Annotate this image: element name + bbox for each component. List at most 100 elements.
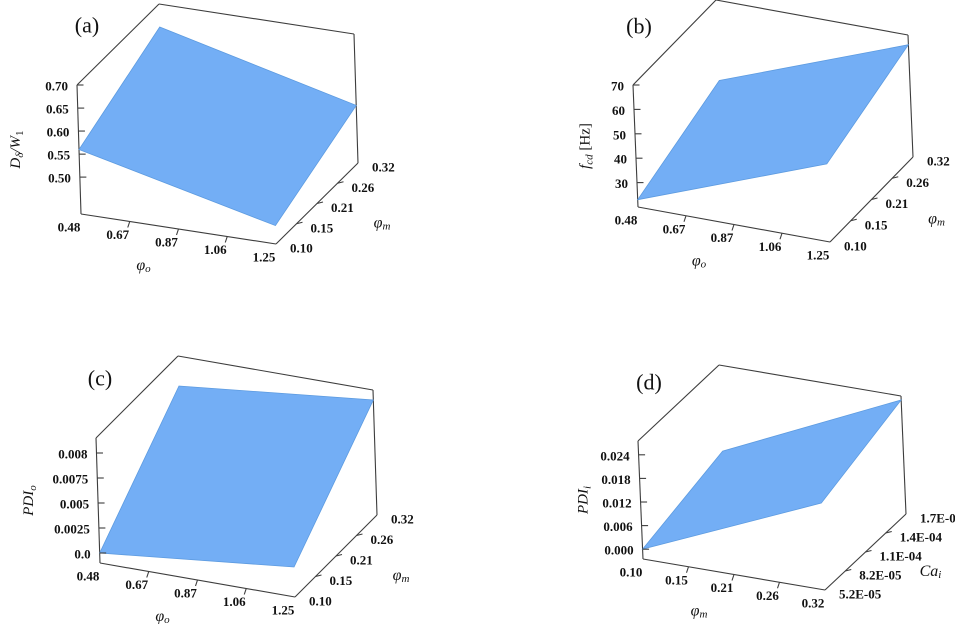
x-tick-label: 1.06 xyxy=(759,239,782,254)
x-tick xyxy=(685,566,690,573)
y-tick-label: 0.32 xyxy=(927,154,950,169)
z-tick-label: 0.65 xyxy=(46,102,69,117)
box-edge-right xyxy=(900,395,907,515)
y-tick xyxy=(296,221,303,225)
y-axis-title: Cai xyxy=(920,563,942,582)
x-tick-label: 0.15 xyxy=(665,572,688,587)
y-tick xyxy=(335,553,343,557)
z-tick-label: 70 xyxy=(611,79,624,94)
x-tick-label: 0.32 xyxy=(802,596,825,611)
x-tick xyxy=(731,224,735,231)
y-tick-label: 1.4E-04 xyxy=(900,530,943,545)
y-tick xyxy=(845,568,852,572)
y-tick-label: 8.2E-05 xyxy=(859,568,902,583)
surface-plane xyxy=(99,385,374,568)
y-tick-label: 1.7E-04 xyxy=(920,511,955,526)
x-tick xyxy=(731,574,735,581)
y-tick-label: 0.21 xyxy=(331,200,354,215)
x-axis-title: φo xyxy=(155,608,170,624)
y-tick-label: 0.26 xyxy=(352,180,375,195)
z-tick-label: 0.000 xyxy=(604,543,633,558)
y-tick-label: 0.21 xyxy=(350,553,373,568)
x-tick-label: 0.67 xyxy=(125,577,148,592)
y-tick xyxy=(315,574,322,578)
box-edge-top-left xyxy=(637,364,720,442)
z-tick-label: 0.0075 xyxy=(53,472,89,487)
y-tick-label: 0.32 xyxy=(372,160,395,175)
x-tick-label: 1.25 xyxy=(253,250,276,265)
y-tick xyxy=(865,549,872,553)
x-tick-label: 1.06 xyxy=(223,594,246,609)
box-edge-right xyxy=(353,33,359,164)
y-tick xyxy=(850,218,857,222)
x-tick-label: 1.25 xyxy=(272,603,295,618)
x-tick-label: 0.87 xyxy=(174,586,197,601)
y-tick xyxy=(316,201,324,205)
y-tick-label: 0.26 xyxy=(371,532,394,547)
x-tick-label: 0.21 xyxy=(711,580,734,595)
y-tick-label: 0.15 xyxy=(311,220,334,235)
y-tick xyxy=(871,197,878,201)
x-tick-label: 0.48 xyxy=(77,569,100,584)
z-tick-label: 0.60 xyxy=(47,125,70,140)
surface-plane xyxy=(78,26,357,227)
box-edge-top-left xyxy=(95,355,179,439)
x-tick-label: 0.48 xyxy=(615,213,638,228)
z-tick-label: 60 xyxy=(612,103,625,118)
x-tick-label: 0.26 xyxy=(756,588,779,603)
z-tick-label: 0.024 xyxy=(600,448,630,463)
z-axis-title: PDIi xyxy=(576,486,594,515)
y-tick-label: 0.10 xyxy=(844,239,867,254)
x-tick-label: 0.10 xyxy=(620,565,643,580)
y-tick-label: 0.32 xyxy=(391,512,414,527)
z-axis-line xyxy=(632,84,639,208)
y-tick xyxy=(885,530,892,534)
x-tick-label: 1.06 xyxy=(204,242,227,257)
x-tick xyxy=(779,233,783,240)
z-axis-line xyxy=(637,440,644,560)
y-tick-label: 0.21 xyxy=(886,196,909,211)
z-tick-label: 0.006 xyxy=(603,519,633,534)
x-tick-label: 0.87 xyxy=(155,235,178,250)
x-axis-title: φo xyxy=(692,252,707,271)
x-tick-label: 0.67 xyxy=(106,227,129,242)
y-tick xyxy=(892,176,899,179)
panel-letter: (c) xyxy=(88,366,112,391)
z-tick-label: 0.0025 xyxy=(54,522,90,537)
z-tick-label: 0.55 xyxy=(47,148,70,163)
z-tick-label: 0.50 xyxy=(48,171,71,186)
y-axis-title: φm xyxy=(374,214,391,233)
x-axis-title: φo xyxy=(136,257,151,276)
x-tick xyxy=(243,588,247,595)
box-edge-top-right xyxy=(718,364,902,397)
z-tick-label: 30 xyxy=(615,176,628,191)
surface-plane xyxy=(636,44,910,201)
y-axis-title: φm xyxy=(393,567,410,586)
x-tick xyxy=(776,582,781,589)
box-edge-right xyxy=(907,34,914,158)
panel-letter: (b) xyxy=(626,14,652,39)
box-edge-top-right xyxy=(177,355,374,391)
x-tick xyxy=(224,236,228,243)
x-tick-label: 0.48 xyxy=(58,220,81,235)
z-axis-line xyxy=(95,437,101,564)
x-tick xyxy=(683,215,687,222)
y-tick-label: 0.15 xyxy=(330,573,353,588)
panel-a: 0.50 0.55 0.60 0.65 0.70 0.48 0.67 0.87 1.06 1.25… xyxy=(8,3,395,276)
y-tick-label: 0.26 xyxy=(906,175,929,190)
z-axis-title: PDIo xyxy=(21,485,39,517)
z-tick-label: 0.70 xyxy=(45,79,68,94)
panel-d: 0.000 0.006 0.012 0.018 0.024 0.10 0.15 0.21 0.2… xyxy=(576,364,955,621)
box-edge-top-left xyxy=(76,3,160,86)
panel-b: 30 40 50 60 70 0.48 0.67 0.87 1.06 1.25 0.10 0.15 0.… xyxy=(578,0,950,271)
surface-plane xyxy=(641,399,903,550)
z-axis-title: fcd [Hz] xyxy=(578,123,596,169)
x-tick-label: 0.67 xyxy=(663,221,686,236)
z-tick-label: 40 xyxy=(614,152,627,167)
x-tick xyxy=(175,228,180,236)
y-tick-label: 0.15 xyxy=(865,217,888,232)
z-axis-title: Dδ/W1 xyxy=(8,130,26,169)
z-tick-label: 0.005 xyxy=(60,497,90,512)
